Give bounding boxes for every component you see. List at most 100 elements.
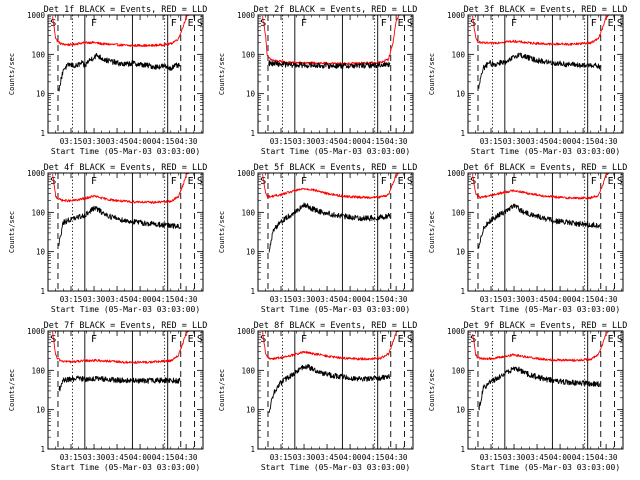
x-tick-label: 04:30 — [595, 295, 618, 304]
y-tick-label: 100 — [451, 50, 465, 59]
y-tick-label: 10 — [246, 406, 256, 415]
x-tick-label: 04:30 — [175, 137, 198, 146]
flag-label: F — [301, 18, 307, 29]
flag-label: S — [617, 334, 623, 345]
x-axis-label: Start Time (05-Mar-03 03:03:00) — [471, 463, 620, 472]
plot-frame — [47, 14, 204, 134]
y-axis-label: Counts/sec — [8, 53, 16, 95]
y-tick-label: 100 — [241, 208, 255, 217]
flag-label: E — [398, 176, 404, 187]
x-axis-label: Start Time (05-Mar-03 03:03:00) — [471, 305, 620, 314]
x-axis-label: Start Time (05-Mar-03 03:03:00) — [471, 147, 620, 156]
x-tick-label: 03:45 — [106, 453, 129, 462]
y-tick-label: 1000 — [447, 11, 466, 20]
flag-label: F — [381, 176, 387, 187]
x-tick-label: 04:30 — [385, 137, 408, 146]
flag-label: F — [171, 18, 177, 29]
x-tick-label: 03:30 — [503, 137, 526, 146]
x-tick-label: 03:15 — [270, 295, 293, 304]
flag-label: F — [91, 176, 97, 187]
x-tick-label: 03:30 — [503, 295, 526, 304]
flag-label: S — [197, 334, 203, 345]
x-tick-label: 03:15 — [270, 137, 293, 146]
lld-series-line — [262, 172, 401, 200]
y-tick-label: 1 — [40, 129, 45, 138]
x-tick-label: 03:15 — [60, 137, 83, 146]
panel-9: Det 9f BLACK = Events, RED = LLD Counts/s… — [428, 321, 627, 472]
lld-series-line — [52, 330, 191, 364]
x-tick-label: 04:00 — [129, 137, 152, 146]
x-tick-label: 04:15 — [152, 453, 175, 462]
x-tick-label: 04:00 — [129, 295, 152, 304]
y-tick-label: 10 — [36, 248, 46, 257]
y-tick-label: 1000 — [237, 11, 256, 20]
plot-frame — [257, 172, 414, 292]
x-tick-label: 04:15 — [572, 295, 595, 304]
x-axis-label: Start Time (05-Mar-03 03:03:00) — [261, 305, 410, 314]
x-tick-label: 03:15 — [270, 453, 293, 462]
flag-label: E — [608, 18, 614, 29]
flag-label: S — [260, 18, 266, 29]
lld-series-line — [472, 330, 611, 362]
panel-7: Det 7f BLACK = Events, RED = LLD Counts/s… — [8, 321, 207, 472]
flag-label: F — [511, 176, 517, 187]
plot-frame — [467, 172, 624, 292]
flag-label: F — [91, 18, 97, 29]
x-tick-label: 03:45 — [526, 453, 549, 462]
flag-label: E — [398, 334, 404, 345]
y-tick-label: 100 — [241, 50, 255, 59]
events-series-line — [268, 363, 391, 414]
plot-frame — [47, 172, 204, 292]
panel-title: Det 6f BLACK = Events, RED = LLD — [464, 163, 628, 173]
y-tick-label: 10 — [246, 90, 256, 99]
x-tick-label: 03:30 — [293, 453, 316, 462]
x-axis-label: Start Time (05-Mar-03 03:03:00) — [51, 463, 200, 472]
x-tick-label: 04:15 — [362, 453, 385, 462]
x-tick-label: 03:30 — [83, 137, 106, 146]
x-tick-label: 03:30 — [293, 295, 316, 304]
x-tick-label: 04:00 — [549, 137, 572, 146]
y-tick-label: 100 — [451, 208, 465, 217]
x-tick-label: 03:15 — [60, 295, 83, 304]
flag-label: F — [301, 334, 307, 345]
x-tick-label: 03:45 — [316, 137, 339, 146]
y-tick-label: 1000 — [27, 169, 46, 178]
y-tick-label: 1000 — [237, 169, 256, 178]
lld-series-line — [52, 172, 191, 204]
y-tick-label: 10 — [456, 90, 466, 99]
flag-label: F — [91, 334, 97, 345]
flag-label: F — [511, 334, 517, 345]
flag-label: F — [591, 18, 597, 29]
x-tick-label: 04:00 — [549, 453, 572, 462]
y-tick-label: 1 — [460, 287, 465, 296]
flag-label: S — [407, 334, 413, 345]
x-axis-label: Start Time (05-Mar-03 03:03:00) — [51, 147, 200, 156]
flag-label: E — [188, 18, 194, 29]
events-series-line — [478, 366, 601, 411]
x-tick-label: 04:30 — [385, 453, 408, 462]
x-tick-label: 04:00 — [339, 295, 362, 304]
events-series-line — [58, 375, 181, 392]
x-tick-label: 04:15 — [362, 295, 385, 304]
plot-frame — [257, 330, 414, 450]
panel-2: Det 2f BLACK = Events, RED = LLD Counts/s… — [218, 5, 417, 156]
x-tick-label: 03:30 — [293, 137, 316, 146]
panel-title: Det 7f BLACK = Events, RED = LLD — [44, 321, 208, 331]
y-axis-label: Counts/sec — [428, 369, 436, 411]
y-axis-label: Counts/sec — [428, 53, 436, 95]
panel-title: Det 3f BLACK = Events, RED = LLD — [464, 5, 628, 15]
lld-series-line — [472, 14, 611, 46]
y-tick-label: 1 — [250, 445, 255, 454]
x-tick-label: 04:00 — [339, 137, 362, 146]
x-tick-label: 04:15 — [362, 137, 385, 146]
events-series-line — [58, 205, 181, 247]
y-tick-label: 1 — [40, 287, 45, 296]
x-axis-label: Start Time (05-Mar-03 03:03:00) — [261, 463, 410, 472]
y-tick-label: 1000 — [447, 169, 466, 178]
y-tick-label: 100 — [31, 366, 45, 375]
x-tick-label: 03:45 — [526, 137, 549, 146]
flag-label: S — [197, 18, 203, 29]
events-series-line — [268, 202, 391, 253]
x-tick-label: 03:30 — [83, 453, 106, 462]
y-axis-label: Counts/sec — [8, 369, 16, 411]
